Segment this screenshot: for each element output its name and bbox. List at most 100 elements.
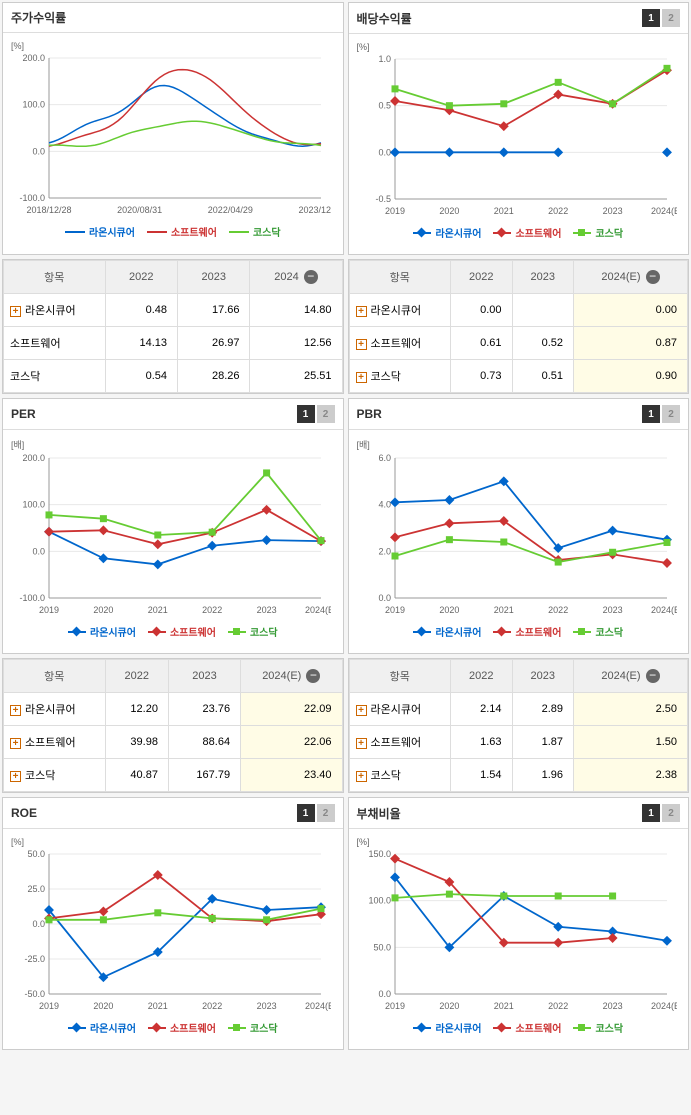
- chart-svg: -0.50.00.51.0201920202021202220232024(E): [357, 54, 677, 219]
- col-header-2022: 2022: [105, 660, 168, 693]
- svg-text:2023: 2023: [257, 1001, 277, 1011]
- cell-2022: 39.98: [105, 726, 168, 759]
- expand-icon[interactable]: +: [356, 306, 367, 317]
- legend-label: 코스닥: [595, 225, 623, 240]
- cell-2023: 23.76: [168, 693, 240, 726]
- legend-item-s1[interactable]: 라온시큐어: [68, 1020, 136, 1035]
- tab-2[interactable]: 2: [662, 9, 680, 27]
- col-header-last[interactable]: 2024 −: [250, 261, 342, 294]
- col-header-item: 항목: [4, 660, 106, 693]
- svg-text:2021: 2021: [148, 605, 168, 615]
- collapse-icon[interactable]: −: [646, 270, 660, 284]
- table-row: 코스닥 0.54 28.26 25.51: [4, 360, 343, 393]
- tab-1[interactable]: 1: [297, 405, 315, 423]
- cell-2023: 0.51: [512, 360, 573, 393]
- legend-item-s3[interactable]: 코스닥: [573, 624, 623, 639]
- tab-1[interactable]: 1: [642, 804, 660, 822]
- tab-2[interactable]: 2: [317, 405, 335, 423]
- collapse-icon[interactable]: −: [646, 669, 660, 683]
- expand-icon[interactable]: +: [356, 705, 367, 716]
- svg-text:2019: 2019: [39, 605, 59, 615]
- svg-text:0.0: 0.0: [32, 919, 45, 929]
- col-header-2023: 2023: [512, 261, 573, 294]
- expand-icon[interactable]: +: [10, 771, 21, 782]
- table-panel-pbr: 항목 2022 2023 2024(E) − +라온시큐어 2.14 2.89 …: [348, 658, 690, 793]
- legend-label: 코스닥: [595, 624, 623, 639]
- tab-1[interactable]: 1: [642, 405, 660, 423]
- svg-text:2019: 2019: [384, 1001, 404, 1011]
- svg-text:2024(E): 2024(E): [305, 1001, 331, 1011]
- expand-icon[interactable]: +: [356, 771, 367, 782]
- table-row: +소프트웨어 0.61 0.52 0.87: [349, 327, 688, 360]
- col-header-2023: 2023: [178, 261, 250, 294]
- legend-label: 소프트웨어: [170, 624, 216, 639]
- cell-2022: 0.54: [105, 360, 177, 393]
- legend-item-s3[interactable]: 코스닥: [228, 624, 278, 639]
- cell-2023: 1.87: [512, 726, 573, 759]
- col-header-last[interactable]: 2024(E) −: [574, 660, 688, 693]
- cell-2023: 2.89: [512, 693, 573, 726]
- legend-item-s3[interactable]: 코스닥: [573, 1020, 623, 1035]
- cell-last: 0.87: [574, 327, 688, 360]
- tab-1[interactable]: 1: [297, 804, 315, 822]
- svg-text:2019: 2019: [39, 1001, 59, 1011]
- expand-icon[interactable]: +: [356, 372, 367, 383]
- expand-icon[interactable]: +: [356, 738, 367, 749]
- cell-2023: 17.66: [178, 294, 250, 327]
- svg-text:0.0: 0.0: [32, 146, 45, 156]
- svg-text:2.0: 2.0: [378, 546, 391, 556]
- expand-icon[interactable]: +: [10, 306, 21, 317]
- chart-panel-pbr: PBR12[배]0.02.04.06.020192020202120222023…: [348, 398, 690, 654]
- col-header-item: 항목: [349, 660, 451, 693]
- legend-label: 라온시큐어: [435, 624, 481, 639]
- legend-item-s2[interactable]: 소프트웨어: [493, 1020, 561, 1035]
- svg-text:2024(E): 2024(E): [650, 206, 676, 216]
- data-table: 항목 2022 2023 2024(E) − +라온시큐어 12.20 23.7…: [3, 659, 343, 792]
- legend-item-s3[interactable]: 코스닥: [229, 224, 281, 239]
- legend-item-s2[interactable]: 소프트웨어: [493, 624, 561, 639]
- legend-item-s3[interactable]: 코스닥: [228, 1020, 278, 1035]
- expand-icon[interactable]: +: [10, 705, 21, 716]
- cell-2022: 0.48: [105, 294, 177, 327]
- tab-group: 12: [297, 405, 335, 423]
- legend-item-s3[interactable]: 코스닥: [573, 225, 623, 240]
- legend-label: 소프트웨어: [170, 1020, 216, 1035]
- table-panel-per: 항목 2022 2023 2024(E) − +라온시큐어 12.20 23.7…: [2, 658, 344, 793]
- legend-item-s1[interactable]: 라온시큐어: [65, 224, 135, 239]
- legend-item-s1[interactable]: 라온시큐어: [413, 1020, 481, 1035]
- legend-item-s2[interactable]: 소프트웨어: [148, 624, 216, 639]
- y-axis-unit: [%]: [357, 837, 681, 847]
- y-axis-unit: [%]: [11, 41, 335, 51]
- col-header-last[interactable]: 2024(E) −: [241, 660, 342, 693]
- cell-2022: 0.61: [451, 327, 512, 360]
- legend-label: 소프트웨어: [171, 224, 217, 239]
- svg-text:2020: 2020: [439, 605, 459, 615]
- legend-item-s2[interactable]: 소프트웨어: [147, 224, 217, 239]
- collapse-icon[interactable]: −: [304, 270, 318, 284]
- tab-2[interactable]: 2: [317, 804, 335, 822]
- legend-item-s2[interactable]: 소프트웨어: [148, 1020, 216, 1035]
- svg-text:2022: 2022: [202, 605, 222, 615]
- legend-item-s1[interactable]: 라온시큐어: [413, 225, 481, 240]
- expand-icon[interactable]: +: [356, 339, 367, 350]
- legend-label: 소프트웨어: [515, 624, 561, 639]
- legend-item-s1[interactable]: 라온시큐어: [68, 624, 136, 639]
- tab-1[interactable]: 1: [642, 9, 660, 27]
- svg-text:2020: 2020: [93, 605, 113, 615]
- tab-2[interactable]: 2: [662, 405, 680, 423]
- chart-svg: -100.00.0100.0200.02018/12/282020/08/312…: [11, 53, 331, 218]
- row-label: +코스닥: [349, 759, 451, 792]
- svg-text:2022: 2022: [548, 1001, 568, 1011]
- col-header-item: 항목: [349, 261, 451, 294]
- svg-text:0.0: 0.0: [378, 593, 391, 603]
- legend-item-s2[interactable]: 소프트웨어: [493, 225, 561, 240]
- row-label: +라온시큐어: [349, 693, 451, 726]
- legend-item-s1[interactable]: 라온시큐어: [413, 624, 481, 639]
- table-row: +라온시큐어 0.48 17.66 14.80: [4, 294, 343, 327]
- cell-2023: 0.52: [512, 327, 573, 360]
- collapse-icon[interactable]: −: [306, 669, 320, 683]
- expand-icon[interactable]: +: [10, 738, 21, 749]
- col-header-last[interactable]: 2024(E) −: [574, 261, 688, 294]
- svg-text:4.0: 4.0: [378, 500, 391, 510]
- tab-2[interactable]: 2: [662, 804, 680, 822]
